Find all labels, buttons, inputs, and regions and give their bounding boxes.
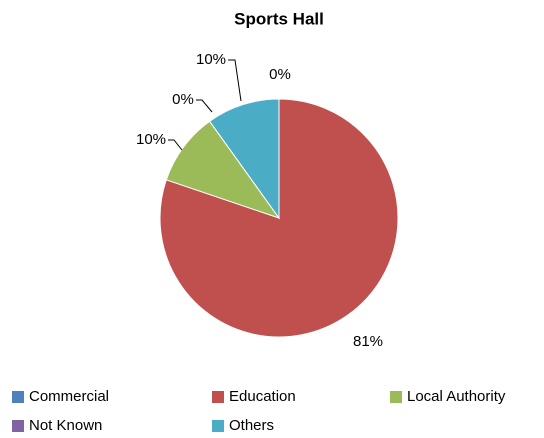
legend-label: Commercial [29, 388, 109, 405]
legend-label: Local Authority [407, 388, 506, 405]
data-label: 10% [136, 131, 166, 148]
data-label: 81% [353, 333, 383, 350]
legend-swatch [12, 391, 24, 403]
leader-line [196, 99, 213, 113]
data-label: 0% [269, 66, 291, 83]
data-label: 10% [196, 51, 226, 68]
legend-swatch [212, 391, 224, 403]
pie-slice [165, 120, 281, 219]
legend-label: Others [229, 417, 274, 434]
legend-swatch [390, 391, 402, 403]
legend-label: Not Known [29, 417, 102, 434]
legend-swatch [12, 420, 24, 432]
leader-line [168, 139, 183, 151]
leader-line [228, 59, 242, 102]
pie-slice [208, 98, 280, 220]
legend-swatch [212, 420, 224, 432]
data-label: 0% [172, 91, 194, 108]
legend-label: Education [229, 388, 296, 405]
chart-title: Sports Hall [234, 9, 324, 28]
